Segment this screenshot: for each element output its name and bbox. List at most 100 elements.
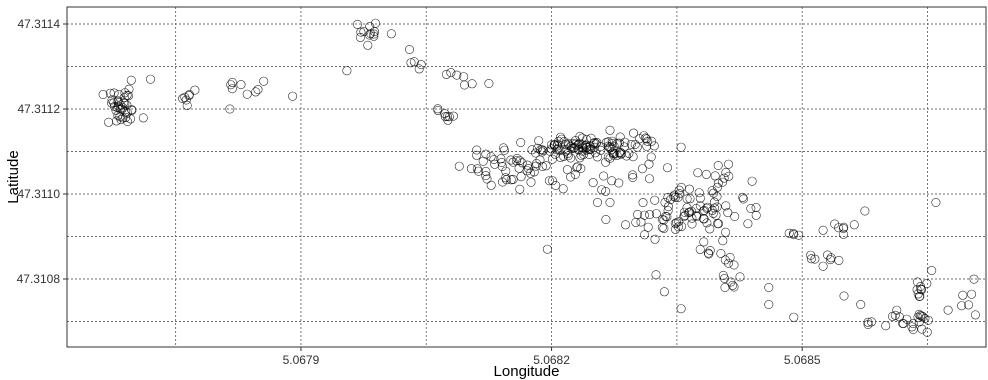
data-point — [601, 157, 611, 167]
data-point — [677, 221, 687, 231]
data-point — [670, 218, 680, 228]
data-point — [516, 172, 526, 182]
data-point — [670, 224, 680, 234]
data-point — [913, 312, 923, 322]
data-point — [406, 58, 416, 68]
data-point — [730, 212, 740, 222]
data-point — [628, 173, 638, 183]
data-point — [572, 162, 582, 172]
data-point — [738, 194, 748, 204]
data-point — [614, 138, 624, 148]
data-point — [225, 104, 235, 114]
data-point — [719, 273, 729, 283]
data-point — [589, 138, 599, 148]
data-point — [182, 100, 192, 110]
data-point — [559, 137, 569, 147]
data-point — [709, 203, 719, 213]
data-point — [535, 155, 545, 165]
data-point — [825, 255, 835, 265]
data-point — [659, 287, 669, 297]
data-point — [751, 210, 761, 220]
data-point — [591, 139, 601, 149]
data-point — [109, 88, 119, 98]
data-point — [614, 178, 624, 188]
data-point — [486, 152, 496, 162]
data-point — [490, 159, 500, 169]
data-point — [620, 220, 630, 230]
data-point — [467, 79, 477, 89]
x-axis-title: Longitude — [494, 363, 560, 380]
data-point — [719, 173, 729, 183]
x-tick-label: 5.0685 — [784, 353, 821, 367]
data-point — [863, 317, 873, 327]
data-point — [894, 312, 904, 322]
data-point — [708, 208, 718, 218]
data-point — [705, 224, 715, 234]
data-point — [532, 143, 542, 153]
data-point — [676, 182, 686, 192]
data-point — [735, 272, 745, 282]
data-point — [542, 244, 552, 254]
data-point — [826, 253, 836, 263]
data-point — [834, 255, 844, 265]
data-point — [914, 317, 924, 327]
data-point — [472, 164, 482, 174]
data-point — [628, 170, 638, 180]
data-point — [674, 185, 684, 195]
data-point — [720, 255, 730, 265]
data-point — [534, 136, 544, 146]
data-point — [592, 152, 602, 162]
data-point — [702, 218, 712, 228]
data-point — [839, 291, 849, 301]
data-point — [126, 75, 136, 85]
data-point — [902, 314, 912, 324]
data-point — [709, 197, 719, 207]
data-point — [751, 203, 761, 213]
data-point — [440, 109, 450, 119]
data-point — [764, 282, 774, 292]
data-point — [912, 277, 922, 287]
data-point — [636, 217, 646, 227]
data-point — [908, 324, 918, 334]
data-point — [563, 151, 573, 161]
data-point — [922, 279, 932, 289]
data-point — [916, 284, 926, 294]
data-point — [673, 222, 683, 232]
data-point — [119, 93, 129, 103]
data-point — [517, 158, 527, 168]
data-point — [126, 114, 136, 124]
data-point — [784, 228, 794, 238]
data-point — [558, 184, 568, 194]
data-point — [537, 162, 547, 172]
data-point — [630, 139, 640, 149]
x-tick-label: 5.0679 — [283, 353, 320, 367]
data-point — [917, 285, 927, 295]
data-point — [649, 141, 659, 151]
data-point — [849, 220, 859, 230]
data-point — [180, 92, 190, 102]
data-point — [107, 98, 117, 108]
data-point — [789, 230, 799, 240]
data-point — [703, 248, 713, 258]
y-tick-label: 47.3112 — [18, 102, 61, 116]
data-point — [682, 203, 692, 213]
data-point — [482, 174, 492, 184]
data-point — [644, 159, 654, 169]
data-point — [916, 281, 926, 291]
data-point — [561, 145, 571, 155]
data-point — [622, 151, 632, 161]
data-point — [525, 168, 535, 178]
data-point — [253, 85, 263, 95]
data-point — [923, 315, 933, 325]
data-point — [459, 72, 469, 82]
data-point — [638, 198, 648, 208]
data-point — [887, 311, 897, 321]
data-point — [124, 91, 134, 101]
data-point — [907, 322, 917, 332]
data-point — [512, 153, 522, 163]
data-point — [860, 206, 870, 216]
data-point — [363, 40, 373, 50]
data-point — [794, 230, 804, 240]
data-point — [633, 210, 643, 220]
